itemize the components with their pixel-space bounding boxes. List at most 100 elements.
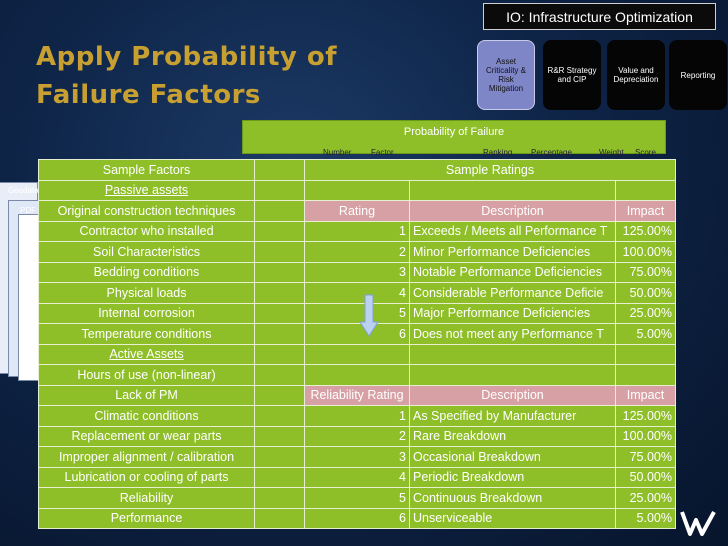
spacer-cell	[254, 159, 305, 181]
tab-asset-criticality[interactable]: Asset Criticality & Risk Mitigation	[477, 40, 535, 110]
reliability-impact: 75.00%	[615, 446, 676, 468]
rating-impact: 25.00%	[615, 302, 676, 324]
reliability-number: 1	[304, 405, 410, 427]
rating-impact: 5.00%	[615, 323, 676, 345]
factor-cell: Bedding conditions	[38, 261, 255, 283]
rating-impact: 100.00%	[615, 241, 676, 263]
tab-rr-strategy[interactable]: R&R Strategy and CIP	[543, 40, 601, 110]
company-logo-icon	[680, 511, 716, 536]
spacer-cell	[254, 384, 305, 406]
spacer-cell	[254, 241, 305, 263]
table-row: Reliability 5 Continuous Breakdown 25.00…	[38, 487, 676, 509]
empty-cell	[304, 179, 410, 201]
factor-cell: Improper alignment / calibration	[38, 446, 255, 468]
spacer-cell	[254, 200, 305, 222]
table-row: Performance 6 Unserviceable 5.00%	[38, 507, 676, 529]
tab-reporting[interactable]: Reporting	[669, 40, 727, 110]
table-row: Lubrication or cooling of parts 4 Period…	[38, 466, 676, 488]
spacer-cell	[254, 405, 305, 427]
spacer-cell	[254, 323, 305, 345]
empty-cell	[304, 343, 410, 365]
reliability-impact-header: Impact	[615, 384, 676, 406]
factors-ratings-table: Sample Factors Sample Ratings Passive as…	[38, 159, 676, 529]
spacer-cell	[254, 466, 305, 488]
table-row: Lack of PM Reliability Rating Descriptio…	[38, 384, 676, 406]
reliability-number: 6	[304, 507, 410, 529]
reliability-description: Continuous Breakdown	[409, 487, 616, 509]
title-line-1: Apply Probability of	[36, 42, 338, 72]
arrow-down-icon	[359, 294, 379, 337]
table-row: Internal corrosion 5 Major Performance D…	[38, 302, 676, 324]
reliability-number: 5	[304, 487, 410, 509]
description-header: Description	[409, 200, 616, 222]
factor-cell: Lubrication or cooling of parts	[38, 466, 255, 488]
empty-cell	[615, 343, 676, 365]
rating-number: 1	[304, 220, 410, 242]
program-banner: IO: Infrastructure Optimization	[483, 3, 716, 30]
factor-cell: Hours of use (non-linear)	[38, 364, 255, 386]
spacer-cell	[254, 179, 305, 201]
reliability-number: 3	[304, 446, 410, 468]
pof-title: Probability of Failure	[403, 126, 505, 138]
spacer-cell	[254, 282, 305, 304]
spacer-cell	[254, 220, 305, 242]
table-row: Hours of use (non-linear)	[38, 364, 676, 386]
reliability-impact: 50.00%	[615, 466, 676, 488]
impact-header: Impact	[615, 200, 676, 222]
rating-description: Does not meet any Performance T	[409, 323, 616, 345]
table-row: Contractor who installed 1 Exceeds / Mee…	[38, 220, 676, 242]
reliability-description: Rare Breakdown	[409, 425, 616, 447]
table-row: Soil Characteristics 2 Minor Performance…	[38, 241, 676, 263]
rating-description: Considerable Performance Deficie	[409, 282, 616, 304]
spacer-cell	[254, 261, 305, 283]
factor-cell: Internal corrosion	[38, 302, 255, 324]
table-row: Climatic conditions 1 As Specified by Ma…	[38, 405, 676, 427]
table-row: Sample Factors Sample Ratings	[38, 159, 676, 181]
factor-cell: Performance	[38, 507, 255, 529]
factor-cell: Reliability	[38, 487, 255, 509]
reliability-description: Unserviceable	[409, 507, 616, 529]
probability-of-failure-panel: Probability of Failure Number Factor Ran…	[242, 120, 666, 157]
empty-cell	[304, 364, 410, 386]
spacer-cell	[254, 364, 305, 386]
pdf-label: PDF	[20, 206, 36, 215]
table-row: Improper alignment / calibration 3 Occas…	[38, 446, 676, 468]
table-row: Bedding conditions 3 Notable Performance…	[38, 261, 676, 283]
reliability-impact: 100.00%	[615, 425, 676, 447]
table-row: Passive assets	[38, 179, 676, 201]
pof-col-percentage: Percentage	[531, 148, 572, 157]
title-line-2: Failure Factors	[36, 80, 261, 110]
factor-cell: Temperature conditions	[38, 323, 255, 345]
reliability-impact: 125.00%	[615, 405, 676, 427]
rating-impact: 50.00%	[615, 282, 676, 304]
pof-col-number: Number	[323, 148, 352, 157]
spacer-cell	[254, 446, 305, 468]
table-row: Active Assets	[38, 343, 676, 365]
header-sample-ratings: Sample Ratings	[304, 159, 676, 181]
rating-number: 2	[304, 241, 410, 263]
factor-cell: Physical loads	[38, 282, 255, 304]
rating-number: 5	[304, 302, 410, 324]
factor-cell: Soil Characteristics	[38, 241, 255, 263]
passive-assets-heading: Passive assets	[38, 179, 255, 201]
factor-cell: Original construction techniques	[38, 200, 255, 222]
empty-cell	[409, 364, 616, 386]
table-row: Temperature conditions 6 Does not meet a…	[38, 323, 676, 345]
empty-cell	[409, 343, 616, 365]
empty-cell	[615, 364, 676, 386]
spacer-cell	[254, 302, 305, 324]
empty-cell	[615, 179, 676, 201]
factor-cell: Contractor who installed	[38, 220, 255, 242]
geodata-label: Geodata	[8, 186, 39, 195]
spacer-cell	[254, 507, 305, 529]
tab-value-depreciation[interactable]: Value and Depreciation	[607, 40, 665, 110]
rating-number: 3	[304, 261, 410, 283]
page-title: Apply Probability of Failure Factors	[36, 38, 337, 114]
reliability-impact: 5.00%	[615, 507, 676, 529]
table-row: Physical loads 4 Considerable Performanc…	[38, 282, 676, 304]
reliability-description: As Specified by Manufacturer	[409, 405, 616, 427]
rating-description: Notable Performance Deficiencies	[409, 261, 616, 283]
reliability-number: 2	[304, 425, 410, 447]
rating-impact: 125.00%	[615, 220, 676, 242]
factor-cell: Replacement or wear parts	[38, 425, 255, 447]
